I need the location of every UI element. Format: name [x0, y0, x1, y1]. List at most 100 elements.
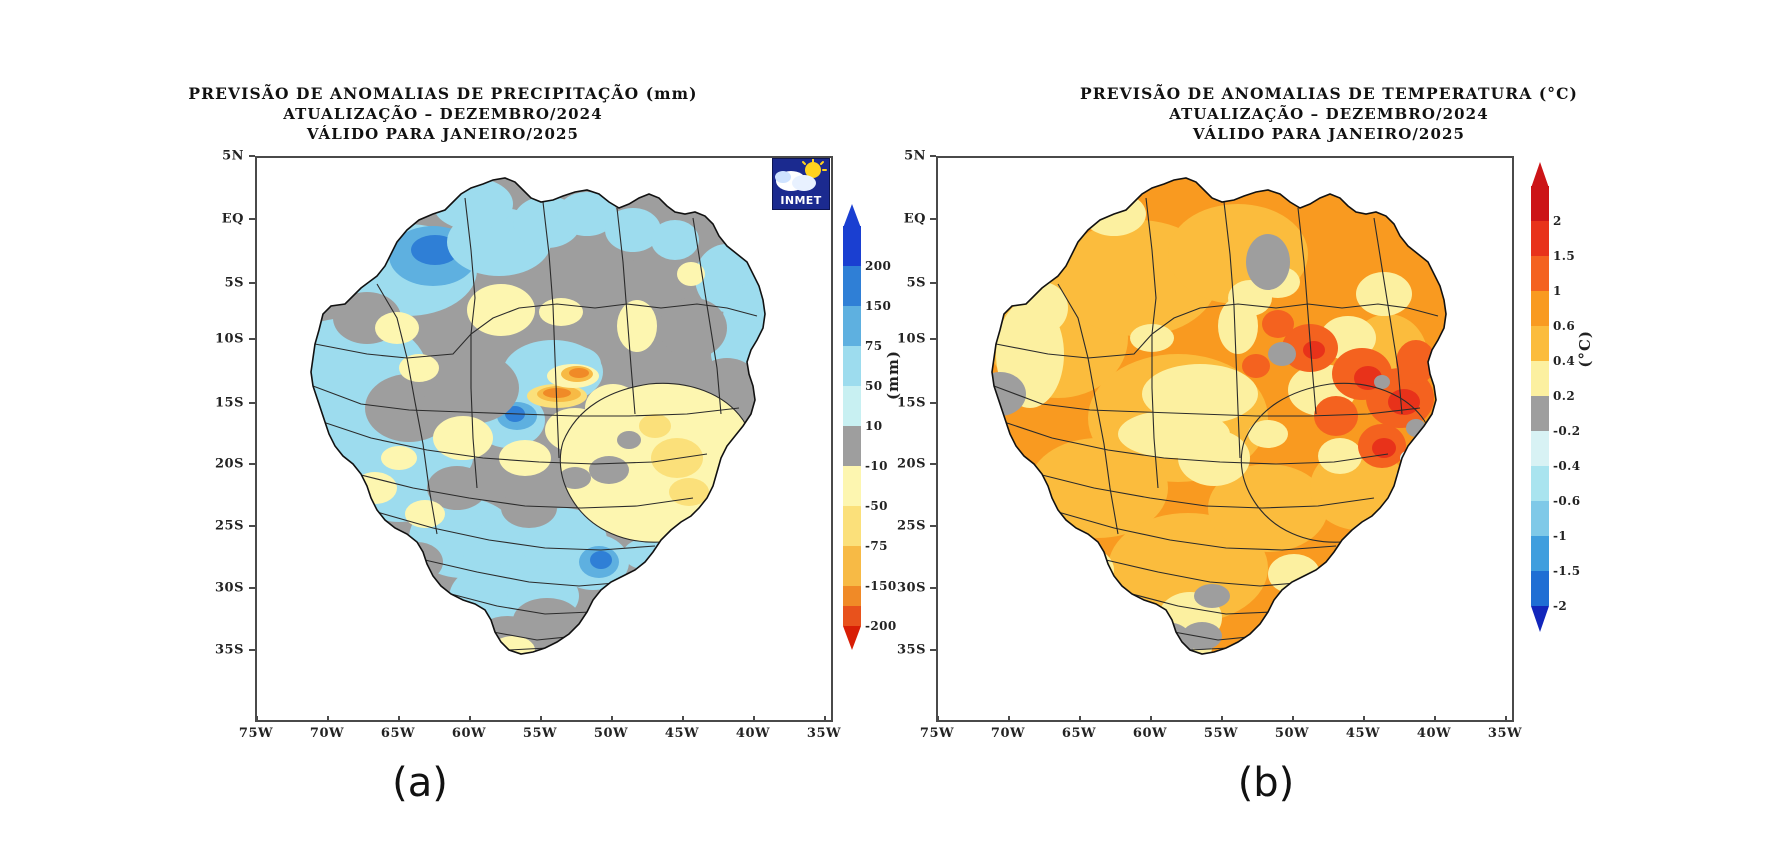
colorbar-bottom-arrow-icon	[843, 626, 861, 650]
y-tick-label: 20S	[215, 456, 244, 472]
x-tick-label: 70W	[990, 726, 1026, 741]
cbar-label: -75	[865, 539, 888, 553]
cbar-seg	[843, 226, 861, 266]
y-tick-label: 30S	[215, 580, 244, 596]
panel-b-title-line2: ATUALIZAÇÃO – DEZEMBRO/2024	[1169, 105, 1489, 123]
x-tick-label: 65W	[380, 726, 416, 741]
subfigure-a-label: (a)	[392, 760, 448, 806]
cbar-seg	[1531, 466, 1549, 501]
y-tick-label: 15S	[215, 395, 244, 411]
x-tick-label: 50W	[593, 726, 629, 741]
cbar-label: 0.6	[1553, 319, 1576, 333]
cbar-label: 10	[865, 419, 883, 433]
y-tick-label: 5N	[222, 148, 244, 164]
panel-b-coastline	[991, 177, 1447, 655]
panel-a-map	[310, 177, 766, 655]
colorbar-bottom-arrow-icon	[1531, 606, 1549, 632]
cbar-label: 0.4	[1553, 354, 1576, 368]
cbar-label: -50	[865, 499, 888, 513]
cbar-label: -0.6	[1553, 494, 1581, 508]
y-tick-label: 25S	[897, 518, 926, 534]
subfigure-b-label: (b)	[1237, 760, 1295, 806]
cbar-seg	[1531, 221, 1549, 256]
cbar-seg	[1531, 256, 1549, 291]
cbar-seg	[843, 266, 861, 306]
cbar-seg	[843, 346, 861, 386]
y-tick-label: 30S	[897, 580, 926, 596]
x-tick-label: 60W	[451, 726, 487, 741]
panel-b-title: PREVISÃO DE ANOMALIAS DE TEMPERATURA (°C…	[886, 84, 1772, 144]
panel-a-title: PREVISÃO DE ANOMALIAS DE PRECIPITAÇÃO (m…	[0, 84, 886, 144]
x-tick-label: 55W	[522, 726, 558, 741]
cbar-label: 50	[865, 379, 883, 393]
x-tick-label: 75W	[919, 726, 955, 741]
cbar-seg	[843, 466, 861, 506]
y-tick-label: 35S	[215, 642, 244, 658]
cbar-label: 2	[1553, 214, 1562, 228]
panel-b-title-line1: PREVISÃO DE ANOMALIAS DE TEMPERATURA (°C…	[1080, 84, 1578, 103]
cbar-label: -150	[865, 579, 897, 593]
y-tick-label: 35S	[897, 642, 926, 658]
panel-b-title-line3: VÁLIDO PARA JANEIRO/2025	[1192, 125, 1466, 143]
cbar-seg	[1531, 396, 1549, 431]
y-tick-label: 5S	[224, 275, 244, 291]
cbar-label: 75	[865, 339, 883, 353]
y-tick-label: 20S	[897, 456, 926, 472]
cbar-seg	[1531, 361, 1549, 396]
panel-precipitation: PREVISÃO DE ANOMALIAS DE PRECIPITAÇÃO (m…	[0, 84, 902, 806]
x-tick-label: 60W	[1132, 726, 1168, 741]
panel-b-map	[991, 177, 1447, 655]
cbar-label: -2	[1553, 599, 1568, 613]
cbar-seg	[843, 506, 861, 546]
y-tick-label: 5N	[904, 148, 926, 164]
y-tick-label: 15S	[897, 395, 926, 411]
inmet-logo: INMET	[772, 158, 830, 210]
x-tick-label: 50W	[1274, 726, 1310, 741]
panel-a-title-line3: VÁLIDO PARA JANEIRO/2025	[306, 125, 580, 143]
x-tick-label: 35W	[1487, 726, 1523, 741]
cbar-label: -1.5	[1553, 564, 1581, 578]
panel-a-plot-frame	[255, 156, 833, 722]
cbar-label: 200	[865, 259, 892, 273]
cbar-seg	[843, 426, 861, 466]
y-tick-label: EQ	[903, 211, 926, 227]
panel-b-colorbar-unit: (°C)	[1576, 330, 1594, 368]
colorbar-top-arrow-icon	[843, 204, 861, 228]
panel-a-anomaly-field	[311, 178, 765, 654]
y-tick-label: 25S	[215, 518, 244, 534]
y-tick-label: 10S	[215, 331, 244, 347]
cbar-label: -1	[1553, 529, 1568, 543]
cbar-label: -200	[865, 619, 897, 633]
y-tick-label: 5S	[906, 275, 926, 291]
cbar-label: -0.4	[1553, 459, 1581, 473]
cbar-seg	[1531, 186, 1549, 221]
x-tick-label: 45W	[664, 726, 700, 741]
cbar-seg	[1531, 431, 1549, 466]
cbar-label: 0.2	[1553, 389, 1576, 403]
cbar-seg	[1531, 536, 1549, 571]
cbar-seg	[1531, 291, 1549, 326]
cbar-label: 1.5	[1553, 249, 1576, 263]
panel-a-title-line1: PREVISÃO DE ANOMALIAS DE PRECIPITAÇÃO (m…	[188, 84, 698, 103]
panel-a-coastline	[310, 177, 766, 655]
inmet-logo-text: INMET	[780, 194, 822, 207]
x-tick-label: 40W	[1416, 726, 1452, 741]
cbar-seg	[843, 586, 861, 606]
panel-b-plot-frame	[936, 156, 1514, 722]
panel-b-anomaly-field	[992, 178, 1446, 654]
cbar-seg	[1531, 326, 1549, 361]
cbar-seg	[843, 546, 861, 586]
cbar-label: -10	[865, 459, 888, 473]
cbar-seg	[843, 386, 861, 426]
x-tick-label: 55W	[1203, 726, 1239, 741]
cbar-label: 150	[865, 299, 892, 313]
x-tick-label: 45W	[1345, 726, 1381, 741]
cbar-label: -0.2	[1553, 424, 1581, 438]
panel-a-colorbar: 200 150 75 50 10 -10 -50 -75 -150 -200	[843, 204, 896, 650]
cloud-sun-icon	[775, 159, 827, 191]
x-tick-label: 70W	[309, 726, 345, 741]
y-tick-label: 10S	[897, 331, 926, 347]
cbar-seg	[843, 606, 861, 626]
cbar-seg	[1531, 501, 1549, 536]
